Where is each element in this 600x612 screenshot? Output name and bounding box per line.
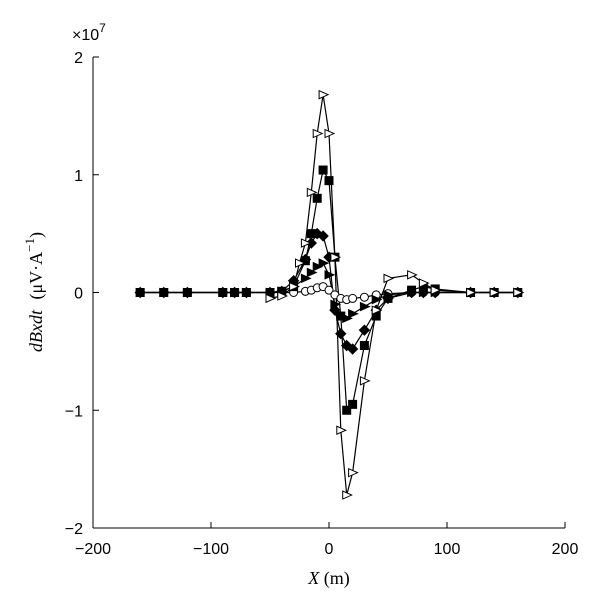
data-point-series-4 [135,288,145,297]
x-tick-label: −100 [193,541,229,558]
data-point-series-4 [407,285,417,295]
series-line-5 [269,94,518,496]
y-axis-var: dBxdt [26,309,46,352]
data-point-series-5 [407,270,418,280]
y-tick-label: −1 [65,403,83,420]
y-tick-label: 0 [74,286,83,303]
data-point-series-5 [265,293,277,304]
y-axis-unit-main: (μV·A [26,252,47,300]
data-point-series-2 [324,270,336,280]
y-axis-unit-close: ) [26,232,47,238]
y-tick-label: 1 [74,168,83,185]
data-point-series-2 [306,267,318,278]
x-tick-label: 100 [434,541,461,558]
data-point-series-5 [330,252,342,262]
data-point-series-3 [346,343,359,355]
x-axis-unit: (m) [324,568,350,589]
data-point-series-4 [218,288,228,297]
data-point-series-2 [348,308,359,319]
ticks: −200 −100 0 100 200 −2 −1 0 1 2 [65,50,579,558]
data-point-series-4 [318,165,328,175]
y-axis-title: dBxdt (μV·A−1) [22,232,47,352]
data-point-series-5 [371,305,383,315]
data-point-series-3 [335,328,347,340]
x-tick-label: 0 [325,541,334,558]
data-point-series-1 [359,292,369,302]
data-point-series-5 [324,128,336,139]
data-point-series-5 [342,490,353,500]
y-multiplier-exp: 7 [99,21,106,35]
y-tick-label: 2 [74,50,83,67]
data-point-series-5 [336,425,348,436]
data-point-series-4 [324,176,334,186]
data-point-series-5 [295,258,306,268]
data-point-series-5 [277,291,289,301]
data-point-series-4 [342,405,352,415]
plot-area [134,89,525,500]
y-axis-unit-exp: −1 [22,238,37,252]
data-point-series-4 [348,399,358,409]
data-point-series-4 [230,288,240,297]
data-point-series-2 [371,294,383,305]
y-multiplier-base: ×10 [72,27,99,44]
x-tick-label: 200 [552,541,579,558]
data-point-series-5 [318,89,330,100]
data-point-series-1 [324,285,334,295]
x-axis-title: X (m) [307,568,350,589]
x-tick-label: −200 [75,541,111,558]
data-point-series-4 [300,256,310,266]
data-point-series-5 [312,128,324,139]
data-point-series-5 [513,287,525,298]
data-point-series-4 [359,340,369,350]
y-tick-label: −2 [65,521,83,538]
x-axis-var: X [307,568,320,588]
data-point-series-4 [383,293,393,303]
data-point-series-4 [312,193,322,203]
data-point-series-3 [358,324,371,336]
data-point-series-4 [306,229,316,239]
data-point-series-5 [300,238,312,248]
data-point-series-5 [289,281,300,292]
data-point-series-4 [241,288,251,297]
data-point-series-2 [359,301,371,312]
data-point-series-5 [306,187,318,198]
data-point-series-5 [489,287,501,298]
data-point-series-4 [182,288,192,297]
data-point-series-4 [336,311,346,321]
data-point-series-5 [359,376,371,386]
data-point-series-2 [312,261,324,272]
data-point-series-2 [300,273,312,284]
data-point-series-4 [159,288,169,297]
data-point-series-5 [430,285,442,295]
data-point-series-2 [318,258,330,268]
data-point-series-3 [317,230,329,242]
data-point-series-5 [383,273,395,284]
data-point-series-5 [418,278,430,288]
data-point-series-5 [466,287,477,298]
data-point-series-1 [348,293,358,303]
data-point-series-5 [348,467,359,478]
y-multiplier: ×107 [72,21,106,44]
